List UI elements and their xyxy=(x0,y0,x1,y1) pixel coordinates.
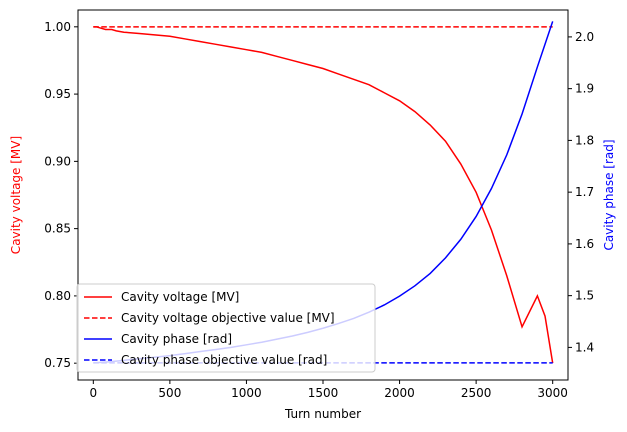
series-line-0 xyxy=(93,26,554,364)
x-tick-label-2: 1000 xyxy=(231,386,262,400)
left-y-axis-label: Cavity voltage [MV] xyxy=(9,136,23,254)
legend-label-2: Cavity phase [rad] xyxy=(121,332,232,346)
right-y-tick-label-5: 1.9 xyxy=(575,82,594,96)
x-tick-label-3: 1500 xyxy=(308,386,339,400)
x-axis-label: Turn number xyxy=(284,407,361,421)
left-y-tick-label-5: 1.00 xyxy=(44,20,71,34)
legend-label-0: Cavity voltage [MV] xyxy=(121,290,239,304)
legend: Cavity voltage [MV] Cavity voltage object… xyxy=(76,283,376,373)
right-y-tick-label-4: 1.8 xyxy=(575,133,594,147)
left-y-tick-label-1: 0.80 xyxy=(44,289,71,303)
legend-box xyxy=(76,283,376,373)
right-y-tick-label-6: 2.0 xyxy=(575,30,594,44)
x-tick-label-4: 2000 xyxy=(384,386,415,400)
left-y-tick-label-0: 0.75 xyxy=(44,356,71,370)
left-y-tick-label-3: 0.90 xyxy=(44,154,71,168)
right-y-tick-label-0: 1.4 xyxy=(575,340,594,354)
right-y-axis-label: Cavity phase [rad] xyxy=(602,139,616,250)
right-y-tick-label-2: 1.6 xyxy=(575,237,594,251)
x-axis: 0 500 1000 1500 2000 2500 3000 xyxy=(89,380,568,400)
left-y-tick-label-2: 0.85 xyxy=(44,222,71,236)
x-tick-label-6: 3000 xyxy=(537,386,568,400)
left-y-axis: 0.75 0.80 0.85 0.90 0.95 1.00 xyxy=(44,20,78,370)
x-tick-label-5: 2500 xyxy=(461,386,492,400)
x-tick-label-0: 0 xyxy=(89,386,97,400)
right-y-tick-label-3: 1.7 xyxy=(575,185,594,199)
right-y-axis: 1.4 1.5 1.6 1.7 1.8 1.9 2.0 xyxy=(568,30,594,354)
legend-label-3: Cavity phase objective value [rad] xyxy=(121,353,327,367)
right-y-tick-label-1: 1.5 xyxy=(575,289,594,303)
x-tick-label-1: 500 xyxy=(158,386,181,400)
left-y-tick-label-4: 0.95 xyxy=(44,87,71,101)
legend-label-1: Cavity voltage objective value [MV] xyxy=(121,311,335,325)
